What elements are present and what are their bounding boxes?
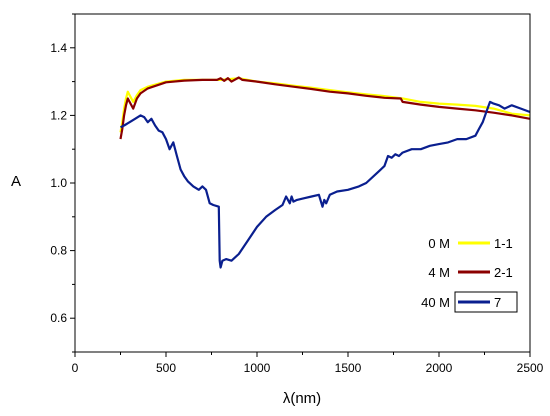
series-line-2-1 (119, 76, 531, 140)
legend-label: 7 (494, 295, 501, 310)
legend-prefix: 4 M (428, 265, 450, 280)
x-tick-label: 2000 (426, 361, 453, 375)
legend-label: 1-1 (494, 236, 513, 251)
x-tick-label: 1000 (244, 361, 271, 375)
ticks-layer: 0 500 1000 1500 2000 2500 0.6 0.8 1.0 1.2 1.4 (50, 13, 544, 375)
y-axis-label: A (11, 173, 21, 190)
legend-label: 2-1 (494, 265, 513, 280)
legend-item-2-1: 4 M 2-1 (428, 265, 512, 280)
legend-item-1-1: 0 M 1-1 (428, 236, 512, 251)
x-tick-label: 2500 (517, 361, 544, 375)
legend-item-7: 40 M 7 (421, 291, 518, 313)
legend-prefix: 40 M (421, 295, 450, 310)
legend: 0 M 1-1 4 M 2-1 40 M 7 (421, 236, 518, 313)
x-tick-label: 1500 (335, 361, 362, 375)
x-axis-label: λ(nm) (283, 390, 321, 407)
y-tick-label: 1.4 (50, 41, 67, 55)
y-tick-label: 1.0 (50, 176, 67, 190)
series-line-1-1 (119, 77, 531, 133)
x-tick-label: 500 (156, 361, 176, 375)
y-tick-label: 0.6 (50, 311, 67, 325)
y-tick-label: 1.2 (50, 108, 67, 122)
y-tick-label: 0.8 (50, 244, 67, 258)
series-line-7 (120, 100, 531, 269)
legend-prefix: 0 M (428, 236, 450, 251)
x-tick-label: 0 (72, 361, 79, 375)
series-layer (119, 76, 531, 269)
